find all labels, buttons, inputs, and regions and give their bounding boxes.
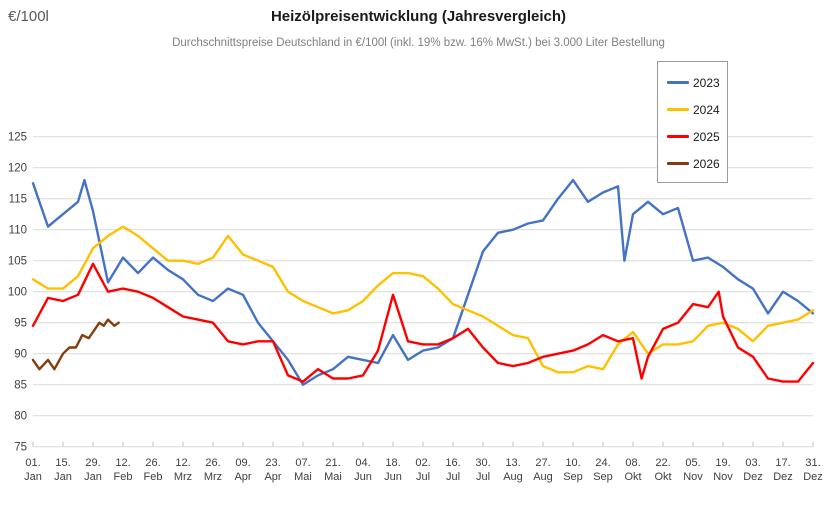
x-tick-label-day: 26. bbox=[145, 457, 160, 469]
x-tick-label-day: 05. bbox=[685, 457, 700, 469]
legend-item-2024: 2024 bbox=[658, 96, 727, 123]
x-tick-label-day: 04. bbox=[355, 457, 370, 469]
x-tick-label-month: Jul bbox=[416, 471, 430, 483]
x-tick-label-month: Feb bbox=[144, 471, 163, 483]
x-tick-label-day: 02. bbox=[415, 457, 430, 469]
y-axis-unit-label: €/100l bbox=[8, 8, 49, 25]
chart-legend: 2023 2024 2025 2026 bbox=[657, 61, 728, 183]
x-tick-label-month: Jan bbox=[84, 471, 102, 483]
x-tick-label-month: Okt bbox=[624, 471, 641, 483]
x-tick-label-day: 16. bbox=[445, 457, 460, 469]
x-tick-label-day: 13. bbox=[505, 457, 520, 469]
x-tick-label-day: 31. bbox=[805, 457, 820, 469]
legend-swatch-2023 bbox=[667, 81, 689, 84]
x-tick-label-month: Mai bbox=[324, 471, 342, 483]
x-tick-label-month: Mrz bbox=[204, 471, 222, 483]
y-tick-label-110: 110 bbox=[9, 225, 27, 237]
x-tick-label-month: Apr bbox=[264, 471, 281, 483]
x-tick-label-month: Jul bbox=[446, 471, 460, 483]
x-tick-label-day: 22. bbox=[655, 457, 670, 469]
x-tick-label-month: Dez bbox=[773, 471, 793, 483]
y-tick-label-95: 95 bbox=[14, 318, 27, 330]
legend-label-2025: 2025 bbox=[693, 129, 720, 144]
x-tick-label-day: 12. bbox=[175, 457, 190, 469]
chart-title: Heizölpreisentwicklung (Jahresvergleich) bbox=[270, 8, 567, 25]
x-tick-label-day: 01. bbox=[25, 457, 40, 469]
x-tick-label-day: 15. bbox=[55, 457, 70, 469]
legend-swatch-2025 bbox=[667, 135, 689, 138]
legend-swatch-2026 bbox=[667, 162, 689, 165]
x-tick-label-day: 17. bbox=[775, 457, 790, 469]
y-tick-label-120: 120 bbox=[8, 163, 27, 175]
legend-label-2023: 2023 bbox=[693, 75, 720, 90]
x-tick-label-month: Mai bbox=[294, 471, 312, 483]
legend-item-2025: 2025 bbox=[658, 123, 727, 150]
legend-item-2026: 2026 bbox=[658, 150, 727, 177]
legend-label-2024: 2024 bbox=[693, 102, 720, 117]
x-tick-label-month: Jan bbox=[24, 471, 42, 483]
x-tick-label-month: Feb bbox=[114, 471, 133, 483]
series-line-2026 bbox=[31, 318, 120, 371]
x-tick-label-day: 18. bbox=[385, 457, 400, 469]
x-tick-label-month: Jun bbox=[354, 471, 372, 483]
y-tick-label-105: 105 bbox=[8, 256, 27, 268]
legend-item-2023: 2023 bbox=[658, 69, 727, 96]
x-tick-label-day: 26. bbox=[205, 457, 220, 469]
series-line-2024 bbox=[31, 225, 815, 374]
x-tick-label-day: 08. bbox=[625, 457, 640, 469]
legend-label-2026: 2026 bbox=[693, 156, 720, 171]
y-tick-label-90: 90 bbox=[14, 349, 27, 361]
x-tick-label-month: Nov bbox=[713, 471, 733, 483]
x-tick-label-day: 12. bbox=[115, 457, 130, 469]
y-tick-label-115: 115 bbox=[9, 194, 27, 206]
y-tick-label-75: 75 bbox=[14, 442, 27, 454]
x-tick-label-month: Aug bbox=[533, 471, 553, 483]
legend-swatch-2024 bbox=[667, 108, 689, 111]
x-tick-label-month: Dez bbox=[743, 471, 763, 483]
x-tick-label-day: 27. bbox=[535, 457, 550, 469]
x-tick-label-month: Sep bbox=[593, 471, 613, 483]
x-tick-label-day: 23. bbox=[265, 457, 280, 469]
x-tick-label-month: Sep bbox=[563, 471, 583, 483]
x-tick-label-day: 09. bbox=[235, 457, 250, 469]
x-tick-label-month: Jul bbox=[476, 471, 490, 483]
x-tick-label-month: Jun bbox=[384, 471, 402, 483]
x-tick-label-month: Okt bbox=[654, 471, 671, 483]
x-tick-label-day: 19. bbox=[715, 457, 730, 469]
y-tick-label-125: 125 bbox=[8, 132, 27, 144]
y-tick-label-100: 100 bbox=[8, 287, 27, 299]
x-tick-label-day: 29. bbox=[85, 457, 100, 469]
y-tick-label-85: 85 bbox=[14, 380, 27, 392]
series-line-2025 bbox=[31, 262, 815, 383]
chart-subtitle: Durchschnittspreise Deutschland in €/100… bbox=[172, 37, 665, 49]
x-tick-label-month: Jan bbox=[54, 471, 72, 483]
x-tick-label-month: Aug bbox=[503, 471, 523, 483]
x-tick-label-month: Mrz bbox=[174, 471, 192, 483]
x-tick-label-month: Nov bbox=[683, 471, 703, 483]
series-line-2023 bbox=[31, 178, 815, 386]
x-tick-label-day: 21. bbox=[325, 457, 340, 469]
x-tick-label-month: Dez bbox=[803, 471, 823, 483]
x-tick-label-day: 30. bbox=[475, 457, 490, 469]
x-tick-label-day: 24. bbox=[595, 457, 610, 469]
x-tick-label-day: 07. bbox=[295, 457, 310, 469]
x-tick-label-day: 03. bbox=[745, 457, 760, 469]
y-tick-label-80: 80 bbox=[14, 411, 27, 423]
x-tick-label-day: 10. bbox=[565, 457, 580, 469]
x-tick-label-month: Apr bbox=[234, 471, 251, 483]
